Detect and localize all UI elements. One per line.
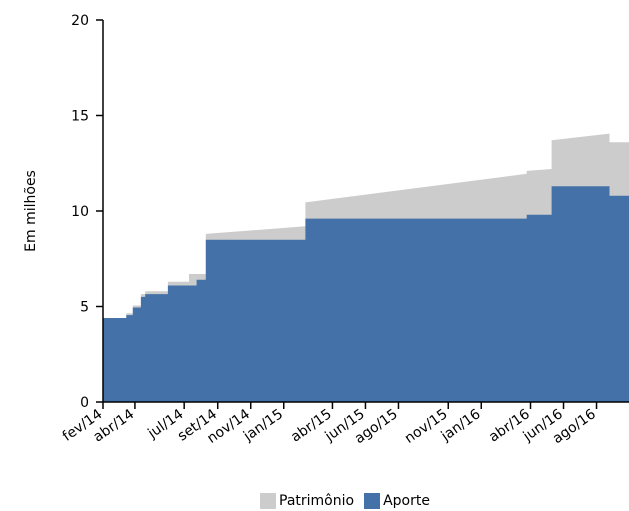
y-tick-label: 10 — [71, 204, 89, 220]
y-tick-label: 0 — [80, 395, 89, 411]
legend-item-patrimonio: Patrimônio — [260, 493, 354, 509]
area-aporte — [103, 186, 629, 402]
chart-areas — [103, 133, 629, 402]
legend-item-aporte: Aporte — [364, 493, 430, 509]
x-tick-label: nov/15 — [402, 406, 451, 447]
legend-swatch-aporte — [364, 493, 381, 509]
y-tick-label: 20 — [71, 13, 89, 29]
y-axis-title: Em milhões — [23, 170, 39, 252]
legend-label-patrimonio: Patrimônio — [279, 493, 355, 509]
legend-label-aporte: Aporte — [383, 493, 430, 509]
legend-swatch-patrimonio — [260, 493, 276, 509]
y-tick-label: 15 — [71, 109, 89, 125]
legend: Patrimônio Aporte — [260, 491, 430, 511]
y-tick-label: 5 — [80, 300, 89, 316]
